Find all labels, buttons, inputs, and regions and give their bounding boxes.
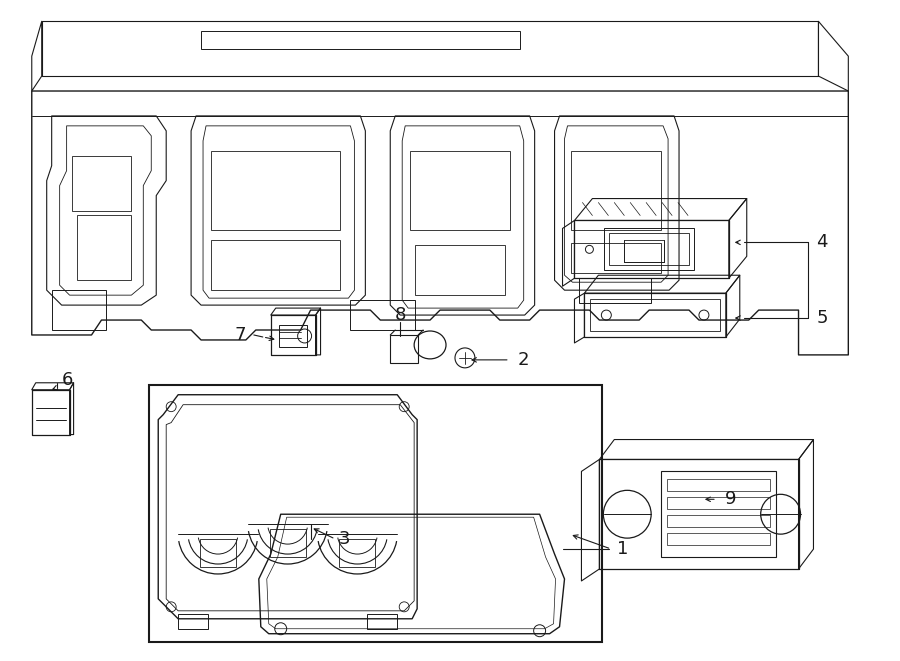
Bar xyxy=(76,215,131,280)
Bar xyxy=(200,539,236,567)
Text: 2: 2 xyxy=(518,351,529,369)
Bar xyxy=(211,151,340,231)
Bar xyxy=(580,278,652,303)
Bar xyxy=(410,151,509,231)
Bar xyxy=(279,325,307,347)
Bar xyxy=(667,479,770,491)
Text: 6: 6 xyxy=(61,371,73,389)
Bar xyxy=(667,533,770,545)
Bar xyxy=(211,241,340,290)
Bar xyxy=(662,471,776,557)
Bar xyxy=(609,233,689,265)
Bar xyxy=(201,31,519,49)
Text: 1: 1 xyxy=(617,540,629,558)
Bar xyxy=(667,515,770,527)
Bar xyxy=(604,229,694,270)
Bar xyxy=(367,614,397,629)
Bar xyxy=(572,151,662,231)
Bar xyxy=(178,614,208,629)
Text: 7: 7 xyxy=(234,326,246,344)
Bar xyxy=(270,529,306,557)
Bar xyxy=(572,243,662,273)
Text: 5: 5 xyxy=(816,309,828,327)
Bar xyxy=(72,156,131,210)
Bar xyxy=(415,245,505,295)
Text: 8: 8 xyxy=(394,306,406,324)
Bar xyxy=(339,539,375,567)
Text: 3: 3 xyxy=(338,530,350,548)
Text: 9: 9 xyxy=(724,490,736,508)
Bar xyxy=(391,335,419,363)
Bar xyxy=(149,385,602,642)
Bar xyxy=(667,497,770,509)
Bar xyxy=(590,299,720,331)
Text: 4: 4 xyxy=(816,233,828,251)
Bar xyxy=(350,300,415,330)
Bar xyxy=(51,290,106,330)
